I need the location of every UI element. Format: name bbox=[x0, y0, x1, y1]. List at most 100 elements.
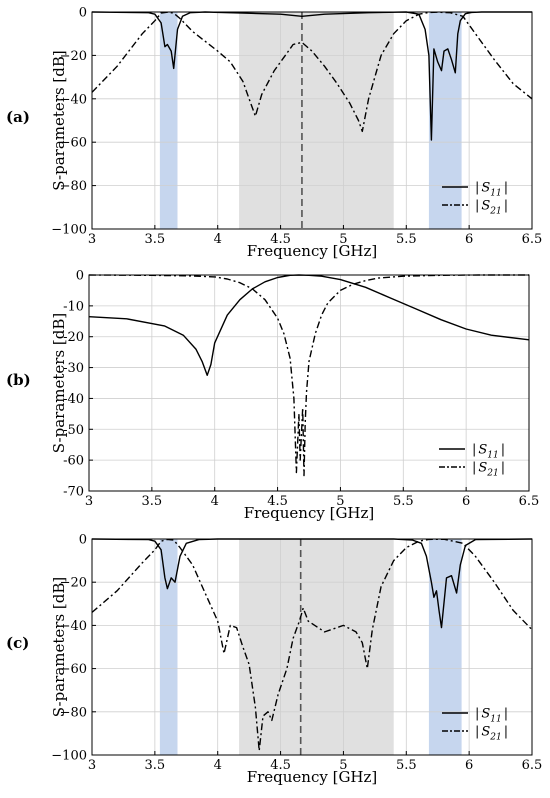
shaded-band-1 bbox=[159, 12, 178, 229]
legend-label-s11: | S11 | bbox=[475, 181, 508, 199]
legend-bar-right: | bbox=[504, 707, 508, 722]
panel-label: (a) bbox=[6, 108, 30, 126]
legend-label-s11: | S11 | bbox=[475, 707, 508, 725]
x-tick-label: 5 bbox=[339, 758, 347, 773]
x-tick-label: 3.5 bbox=[145, 758, 166, 773]
series-line-s11 bbox=[91, 538, 533, 629]
legend-bar-left: | bbox=[475, 707, 479, 722]
shaded-band-2 bbox=[239, 539, 394, 755]
legend-subscript: 21 bbox=[486, 469, 498, 479]
panel-label: (b) bbox=[6, 371, 31, 389]
y-axis-label: S-parameters [dB] bbox=[50, 577, 68, 718]
y-tick-label: −100 bbox=[51, 223, 87, 238]
legend-label-s11: | S11 | bbox=[472, 443, 505, 461]
legend-bar-right: | bbox=[501, 461, 505, 476]
y-tick-label: 0 bbox=[76, 269, 84, 284]
chart-panel-2: 3 3.5 4 4.5 5 5.5 6 6.5 0 -10 -20 -30 -40 -50 -60 -70 Fr… bbox=[6, 269, 539, 523]
shaded-band-1 bbox=[159, 539, 178, 755]
x-tick-label: 6 bbox=[465, 758, 473, 773]
y-tick-label: -50 bbox=[63, 423, 84, 438]
legend-symbol: S bbox=[478, 461, 487, 476]
y-tick-label: -70 bbox=[63, 485, 84, 500]
legend-label-s21: | S21 | bbox=[475, 725, 508, 743]
legend-symbol: S bbox=[481, 707, 490, 722]
legend-bar-right: | bbox=[504, 199, 508, 214]
legend-label-s21: | S21 | bbox=[472, 461, 505, 479]
x-tick-label: 4 bbox=[214, 758, 222, 773]
series-line-s11 bbox=[88, 274, 530, 376]
legend: | S11 || S21 | bbox=[439, 443, 505, 479]
axes-frame bbox=[88, 274, 530, 492]
x-tick-label: 4 bbox=[214, 232, 222, 247]
x-tick-label: 5.5 bbox=[396, 758, 417, 773]
series-line-s21 bbox=[91, 538, 533, 752]
y-tick-label: −80 bbox=[60, 705, 87, 720]
legend-bar-left: | bbox=[475, 725, 479, 740]
legend-subscript: 11 bbox=[490, 189, 501, 199]
x-tick-label: 5.5 bbox=[393, 494, 414, 509]
legend-subscript: 21 bbox=[489, 733, 501, 743]
x-tick-label: 5.5 bbox=[396, 232, 417, 247]
legend-subscript: 11 bbox=[487, 451, 498, 461]
x-tick-label: 3 bbox=[88, 232, 96, 247]
shaded-band-2 bbox=[239, 12, 394, 229]
y-axis-label: S-parameters [dB] bbox=[50, 313, 68, 454]
y-tick-label: -60 bbox=[63, 454, 84, 469]
x-axis-label: Frequency [GHz] bbox=[244, 504, 375, 522]
legend-symbol: S bbox=[481, 181, 490, 196]
y-tick-label: −40 bbox=[60, 619, 87, 634]
legend-bar-left: | bbox=[475, 199, 479, 214]
y-tick-label: -30 bbox=[63, 361, 84, 376]
y-tick-label: −20 bbox=[60, 49, 87, 64]
x-tick-label: 4.5 bbox=[270, 232, 291, 247]
legend-bar-left: | bbox=[472, 461, 476, 476]
chart-panel-1: 3 3.5 4 4.5 5 5.5 6 6.5 0 −20 −40 −60 −80 −100 Frequen… bbox=[6, 6, 542, 261]
y-tick-label: −60 bbox=[60, 136, 87, 151]
x-tick-label: 6 bbox=[462, 494, 470, 509]
plot-area bbox=[89, 275, 529, 491]
x-tick-label: 6.5 bbox=[522, 232, 543, 247]
shaded-band-3 bbox=[428, 539, 462, 755]
shaded-band-3 bbox=[428, 12, 462, 229]
y-tick-label: −20 bbox=[60, 576, 87, 591]
legend: | S11 || S21 | bbox=[442, 707, 508, 743]
x-tick-label: 6.5 bbox=[519, 494, 540, 509]
legend-subscript: 21 bbox=[489, 207, 501, 217]
x-tick-label: 6.5 bbox=[522, 758, 543, 773]
legend-bar-left: | bbox=[475, 181, 479, 196]
x-tick-label: 3.5 bbox=[145, 232, 166, 247]
y-tick-label: -20 bbox=[63, 330, 84, 345]
y-axis-label: S-parameters [dB] bbox=[50, 50, 68, 191]
legend: | S11 || S21 | bbox=[442, 181, 508, 217]
axes-frame bbox=[91, 11, 533, 230]
y-tick-label: 0 bbox=[79, 533, 87, 548]
panel-label: (c) bbox=[6, 634, 29, 652]
legend-label-s21: | S21 | bbox=[475, 199, 508, 217]
series-line-s21 bbox=[88, 274, 529, 477]
x-tick-label: 4 bbox=[211, 494, 219, 509]
x-tick-label: 3.5 bbox=[142, 494, 163, 509]
legend-bar-left: | bbox=[472, 443, 476, 458]
legend-symbol: S bbox=[481, 725, 490, 740]
y-tick-label: −100 bbox=[51, 749, 87, 764]
y-tick-label: −40 bbox=[60, 92, 87, 107]
x-tick-label: 5 bbox=[339, 232, 347, 247]
legend-symbol: S bbox=[478, 443, 487, 458]
x-tick-label: 6 bbox=[465, 232, 473, 247]
x-axis-label: Frequency [GHz] bbox=[247, 242, 378, 260]
y-tick-label: -10 bbox=[63, 299, 84, 314]
x-axis-label: Frequency [GHz] bbox=[247, 768, 378, 786]
x-tick-label: 3 bbox=[88, 758, 96, 773]
legend-bar-right: | bbox=[504, 181, 508, 196]
chart-panel-3: 3 3.5 4 4.5 5 5.5 6 6.5 0 −20 −40 −60 −80 −100 Frequen… bbox=[6, 533, 542, 787]
x-tick-label: 4.5 bbox=[267, 494, 288, 509]
y-tick-label: −80 bbox=[60, 179, 87, 194]
y-tick-label: 0 bbox=[79, 6, 87, 21]
legend-bar-right: | bbox=[504, 725, 508, 740]
legend-bar-right: | bbox=[501, 443, 505, 458]
x-tick-label: 3 bbox=[85, 494, 93, 509]
legend-symbol: S bbox=[481, 199, 490, 214]
y-tick-label: −60 bbox=[60, 662, 87, 677]
axes-frame bbox=[91, 538, 533, 756]
